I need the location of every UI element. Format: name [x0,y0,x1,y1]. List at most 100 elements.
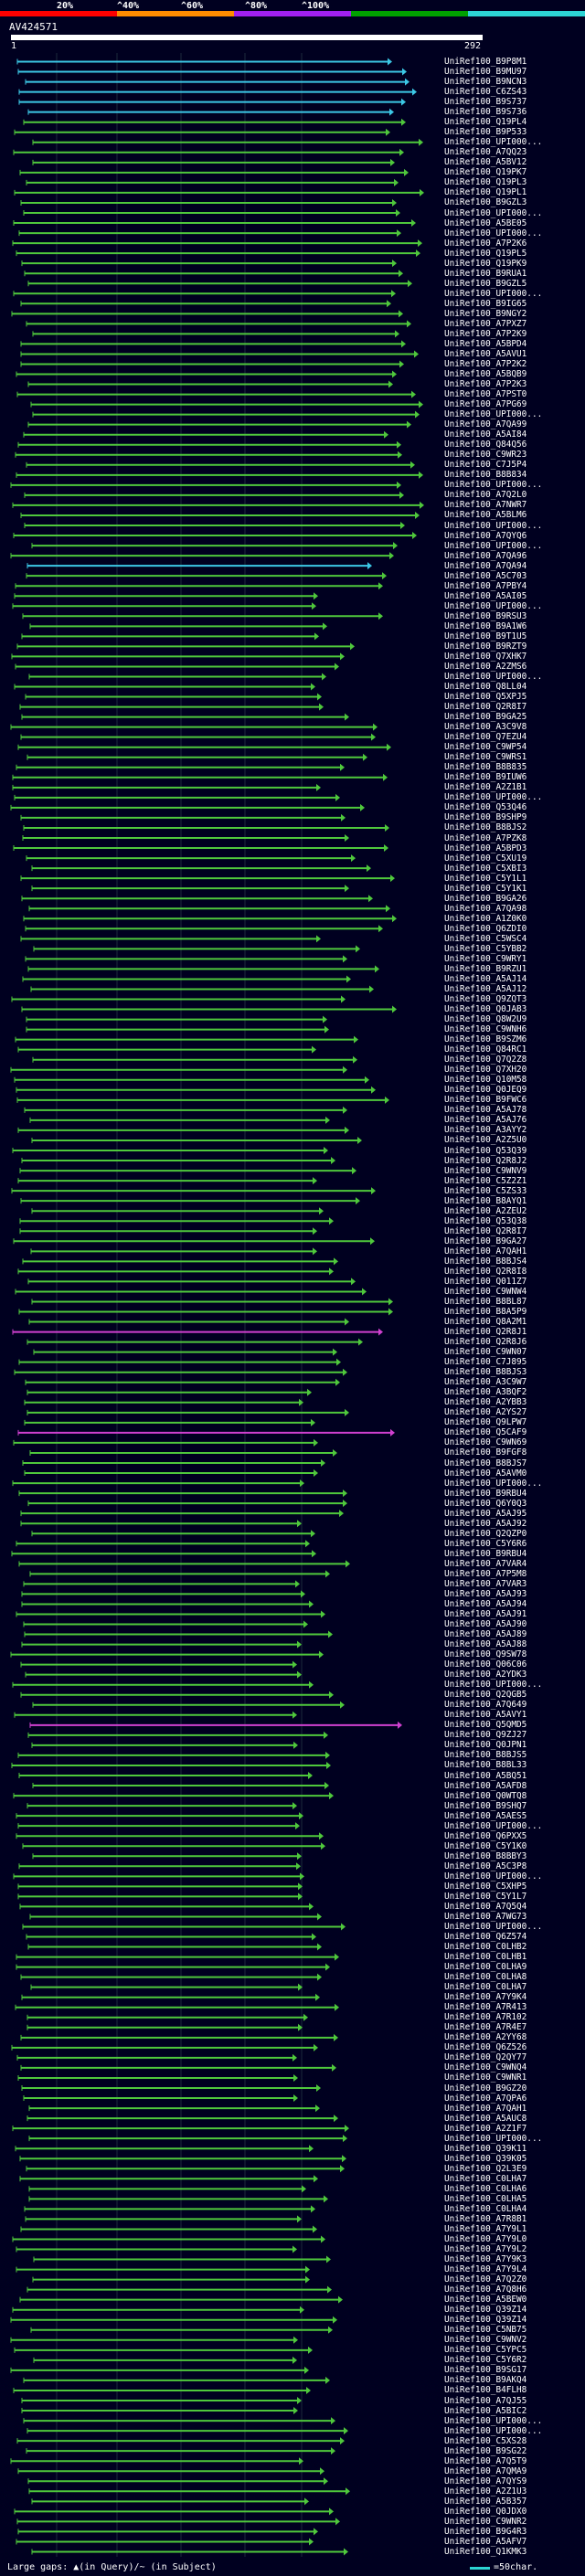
hit-label[interactable]: UniRef100_A5C703 [444,570,527,581]
hit-label[interactable]: UniRef100_A5AJ94 [444,1598,527,1609]
hit-label[interactable]: UniRef100_B9SHP9 [444,812,527,823]
alignment-hit[interactable] [27,2023,303,2031]
hit-label[interactable]: UniRef100_B9FGF8 [444,1447,527,1458]
alignment-hit[interactable] [21,1157,335,1165]
alignment-hit[interactable] [29,1116,330,1124]
hit-label[interactable]: UniRef100_A5AES5 [444,1810,527,1821]
alignment-hit[interactable] [19,1167,356,1175]
hit-label[interactable]: UniRef100_A7Y9K4 [444,1992,527,2003]
alignment-hit[interactable] [12,783,321,791]
hit-label[interactable]: UniRef100_A7PBY4 [444,580,527,591]
alignment-hit[interactable] [16,1610,325,1618]
hit-label[interactable]: UniRef100_A7QYS9 [444,2475,527,2486]
alignment-hit[interactable] [17,1751,330,1759]
alignment-hit[interactable] [31,1530,315,1538]
alignment-hit[interactable] [20,2225,317,2233]
alignment-hit[interactable] [16,1096,389,1104]
alignment-hit[interactable] [15,663,339,671]
alignment-hit[interactable] [28,2185,306,2193]
alignment-hit[interactable] [28,1318,349,1326]
alignment-hit[interactable] [21,1993,320,2001]
alignment-hit[interactable] [16,370,397,378]
alignment-hit[interactable] [12,602,316,610]
alignment-hit[interactable] [13,2386,311,2394]
alignment-hit[interactable] [21,895,373,903]
hit-label[interactable]: UniRef100_A5AFD8 [444,1780,527,1791]
alignment-hit[interactable] [14,128,390,136]
alignment-hit[interactable] [21,260,397,268]
hit-label[interactable]: UniRef100_C0LHA9 [444,1962,527,1973]
hit-label[interactable]: UniRef100_B9NCN3 [444,77,527,88]
hit-label[interactable]: UniRef100_A7P2K9 [444,328,527,339]
hit-label[interactable]: UniRef100_B9GA27 [444,1235,527,1246]
alignment-hit[interactable] [10,723,378,731]
hit-label[interactable]: UniRef100_C0LHA7 [444,2173,527,2184]
alignment-hit[interactable] [18,229,401,238]
hit-label[interactable]: UniRef100_A5BPD3 [444,843,527,853]
hit-label[interactable]: UniRef100_Q0JPN1 [444,1740,527,1751]
hit-label[interactable]: UniRef100_A7NWR7 [444,500,527,511]
alignment-hit[interactable] [16,1540,310,1548]
hit-label[interactable]: UniRef100_B9GZ20 [444,2083,527,2094]
hit-label[interactable]: UniRef100_UPI000... [444,792,543,803]
alignment-hit[interactable] [18,1560,350,1568]
hit-label[interactable]: UniRef100_B8BL33 [444,1760,527,1771]
hit-label[interactable]: UniRef100_A5AJ76 [444,1115,527,1126]
hit-label[interactable]: UniRef100_B9S736 [444,107,527,118]
alignment-hit[interactable] [14,2507,334,2516]
hit-label[interactable]: UniRef100_Q2R8I8 [444,1266,527,1277]
alignment-hit[interactable] [10,2336,298,2344]
alignment-hit[interactable] [21,1640,302,1648]
hit-label[interactable]: UniRef100_Q19PK7 [444,167,527,178]
hit-label[interactable]: UniRef100_A7P2K6 [444,238,527,249]
alignment-hit[interactable] [20,1197,360,1205]
hit-label[interactable]: UniRef100_C9WN69 [444,1437,527,1448]
alignment-hit[interactable] [18,1358,341,1366]
alignment-hit[interactable] [22,1257,338,1266]
alignment-hit[interactable] [27,1277,356,1286]
alignment-hit[interactable] [21,1590,305,1598]
hit-label[interactable]: UniRef100_A7Y9L2 [444,2244,527,2255]
alignment-hit[interactable] [29,1721,402,1729]
hit-label[interactable]: UniRef100_A5B357 [444,2496,527,2507]
alignment-hit[interactable] [17,2467,324,2475]
hit-label[interactable]: UniRef100_Q7XH20 [444,1065,527,1076]
alignment-hit[interactable] [22,1842,325,1850]
alignment-hit[interactable] [20,1520,302,1528]
alignment-hit[interactable] [27,1943,322,1951]
alignment-hit[interactable] [31,1136,362,1144]
hit-label[interactable]: UniRef100_A7Y9K3 [444,2254,527,2265]
alignment-hit[interactable] [21,2407,298,2415]
alignment-hit[interactable] [12,773,388,781]
hit-label[interactable]: UniRef100_UPI000... [444,288,543,299]
hit-label[interactable]: UniRef100_C5XBI3 [444,863,527,874]
hit-label[interactable]: UniRef100_C0LHB1 [444,1952,527,1963]
hit-label[interactable]: UniRef100_C0LHA8 [444,1972,527,1983]
hit-label[interactable]: UniRef100_UPI000... [444,2133,543,2144]
hit-label[interactable]: UniRef100_A7P5M8 [444,1568,527,1579]
alignment-hit[interactable] [27,108,394,116]
hit-label[interactable]: UniRef100_UPI000... [444,1478,543,1489]
hit-label[interactable]: UniRef100_Q2QZP0 [444,1528,527,1539]
hit-label[interactable]: UniRef100_Q6PXX5 [444,1830,527,1841]
hit-label[interactable]: UniRef100_B9SG22 [444,2445,527,2456]
alignment-hit[interactable] [28,2487,350,2496]
alignment-hit[interactable] [33,2356,297,2364]
alignment-hit[interactable] [33,1348,337,1356]
alignment-hit[interactable] [16,2437,345,2445]
alignment-hit[interactable] [21,1005,397,1013]
alignment-hit[interactable] [19,168,409,176]
alignment-hit[interactable] [11,1761,331,1769]
hit-label[interactable]: UniRef100_B8A5P9 [444,1307,527,1318]
hit-label[interactable]: UniRef100_B9FWC6 [444,1095,527,1106]
alignment-hit[interactable] [22,975,351,983]
hit-label[interactable]: UniRef100_A2ZEU2 [444,1205,527,1216]
hit-label[interactable]: UniRef100_A7Q649 [444,1700,527,1711]
hit-label[interactable]: UniRef100_A7PG69 [444,399,527,410]
alignment-hit[interactable] [26,2447,335,2455]
alignment-hit[interactable] [13,219,416,228]
alignment-hit[interactable] [11,995,346,1003]
hit-label[interactable]: UniRef100_B8BJS4 [444,1256,527,1267]
alignment-hit[interactable] [31,1207,324,1215]
alignment-hit[interactable] [20,511,420,519]
